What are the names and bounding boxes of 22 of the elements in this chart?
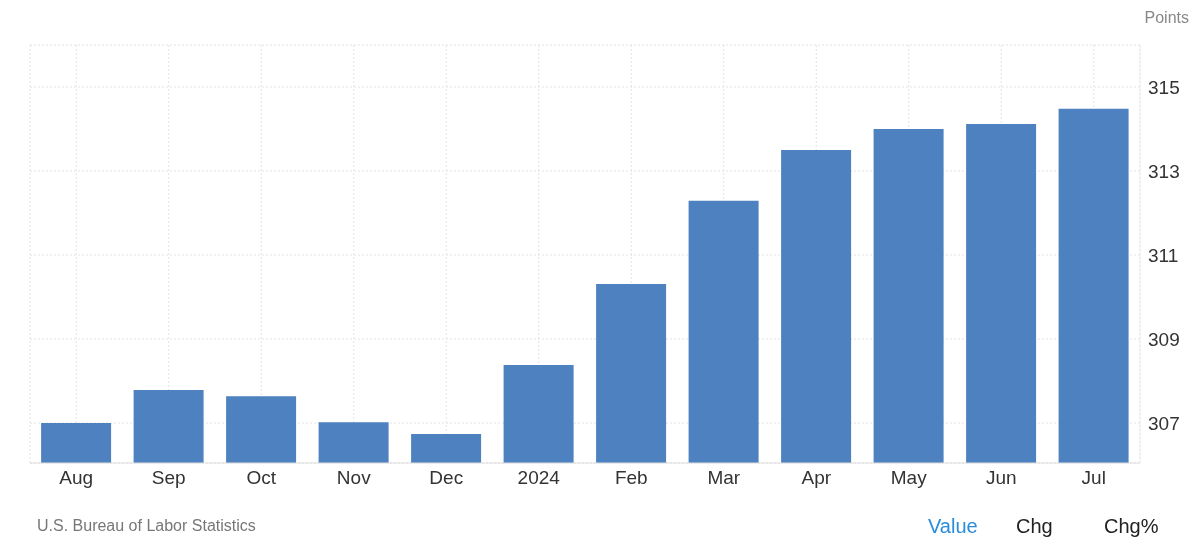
text: Chg [1016,515,1053,538]
x-tick-label: Sep [151,467,186,489]
y-tick-label: 315 [1148,76,1180,98]
x-tick-label: Nov [336,467,372,489]
x-tick-label: Aug [59,467,94,489]
x-tick-label: May [890,467,928,489]
x-tick-label: Jun [985,467,1017,489]
x-tick-label: Feb [614,467,648,489]
x-tick-label: Dec [429,467,464,489]
x-tick-label: Apr [801,467,832,489]
y-tick-label: 307 [1148,412,1180,434]
y-tick-label: 311 [1148,244,1179,266]
x-tick-label: Oct [246,467,277,489]
text: U.S. Bureau of Labor Statistics [37,517,256,535]
text: Chg% [1104,515,1159,538]
y-axis-title: Points [1144,9,1189,27]
y-tick-label: 309 [1148,328,1180,350]
x-tick-label: 2024 [517,467,561,489]
x-tick-label: Mar [707,467,741,489]
y-tick-label: 313 [1148,160,1180,182]
text: Value [928,515,978,538]
x-tick-label: Jul [1081,467,1106,489]
